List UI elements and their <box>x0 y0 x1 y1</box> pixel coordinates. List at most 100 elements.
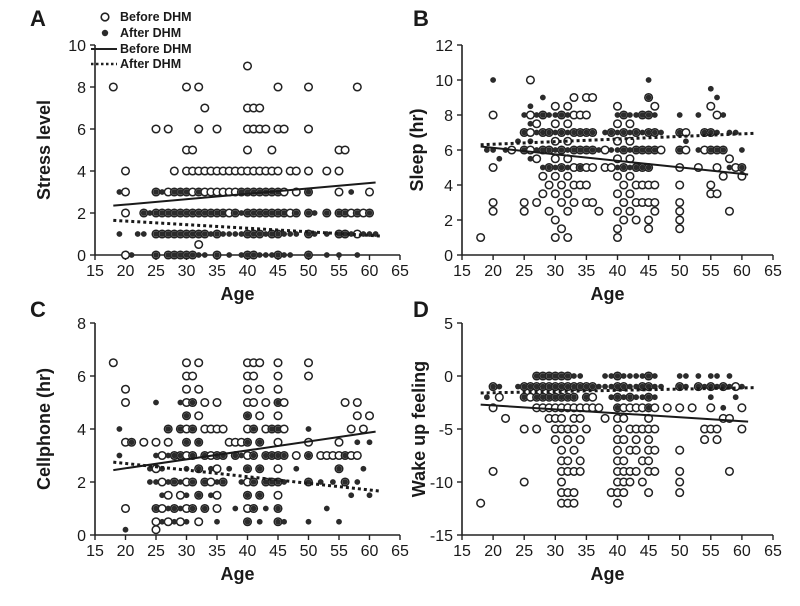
point-before-b <box>563 171 573 181</box>
point-after-c <box>244 412 251 419</box>
point-before-b <box>612 206 623 216</box>
point-before-c <box>181 358 192 368</box>
point-before-c <box>303 371 314 381</box>
point-before-c <box>249 371 259 381</box>
point-before-b <box>681 145 691 155</box>
point-after-a <box>177 252 184 258</box>
point-after-a <box>232 210 239 216</box>
point-after-c <box>348 492 355 499</box>
point-after-d <box>614 404 621 411</box>
point-before-c <box>273 384 283 394</box>
point-after-c <box>244 518 251 525</box>
trend-line-d-after <box>480 386 755 395</box>
point-after-c <box>189 505 196 512</box>
point-after-d <box>608 383 615 390</box>
point-before-b <box>675 224 685 234</box>
point-before-b <box>625 171 635 181</box>
point-after-a <box>201 231 208 237</box>
point-after-c <box>269 452 275 459</box>
point-before-b <box>706 101 716 111</box>
point-after-c <box>177 479 184 485</box>
point-after-d <box>633 383 640 390</box>
point-before-c <box>163 437 173 447</box>
point-after-b <box>490 77 496 83</box>
point-after-b <box>695 147 702 153</box>
point-before-a <box>364 187 375 197</box>
point-after-c <box>256 518 263 525</box>
point-before-a <box>279 124 289 134</box>
point-after-d <box>639 383 646 390</box>
point-before-b <box>550 171 560 181</box>
point-before-d <box>650 403 660 413</box>
point-before-b <box>569 197 579 208</box>
point-after-c <box>201 505 208 512</box>
x-tick-label-d: 40 <box>609 543 627 560</box>
point-after-c <box>342 479 348 485</box>
y-tick-label-a: 2 <box>77 206 86 223</box>
point-after-d <box>558 373 565 379</box>
y-tick-label-b: 2 <box>444 213 453 230</box>
point-after-b <box>546 112 552 118</box>
y-tick-label-c: 6 <box>77 369 86 386</box>
point-before-c <box>194 358 204 368</box>
legend-before-marker-label: Before DHM <box>120 10 192 24</box>
x-tick-label-d: 30 <box>546 543 564 560</box>
point-after-a <box>336 210 342 216</box>
point-before-d <box>519 424 529 434</box>
point-before-b <box>588 162 598 173</box>
point-after-a <box>311 210 318 216</box>
point-after-c <box>366 492 373 499</box>
x-tick-label-a: 55 <box>330 263 348 280</box>
point-before-d <box>662 403 672 413</box>
point-after-d <box>695 373 702 379</box>
point-after-b <box>714 94 720 101</box>
point-after-a <box>336 252 342 258</box>
point-before-d <box>494 392 504 402</box>
point-before-d <box>569 445 579 455</box>
point-before-b <box>650 197 660 208</box>
point-before-c <box>279 397 289 408</box>
point-before-d <box>687 403 697 413</box>
point-after-a <box>177 210 184 216</box>
point-before-b <box>556 197 567 208</box>
y-tick-label-a: 6 <box>77 122 86 139</box>
point-after-a <box>275 231 281 237</box>
point-after-c <box>201 479 208 485</box>
point-after-b <box>546 164 552 171</box>
point-before-c <box>303 358 314 368</box>
point-before-b <box>675 197 685 208</box>
point-after-b <box>627 112 633 118</box>
point-after-c <box>208 465 214 472</box>
point-before-b <box>612 224 623 234</box>
point-before-b <box>581 110 591 120</box>
point-after-b <box>701 129 708 136</box>
point-before-c <box>334 437 344 447</box>
point-before-c <box>352 411 362 421</box>
point-after-d <box>614 383 621 390</box>
point-after-b <box>521 112 528 118</box>
point-before-b <box>650 206 660 216</box>
point-after-a <box>165 210 172 216</box>
point-before-d <box>569 498 579 508</box>
x-tick-label-c: 45 <box>269 543 287 560</box>
point-after-c <box>250 505 257 512</box>
point-after-c <box>275 426 281 432</box>
point-after-d <box>490 383 496 390</box>
point-before-b <box>644 224 654 234</box>
point-after-b <box>527 120 534 127</box>
point-before-c <box>120 384 131 394</box>
point-after-c <box>244 492 251 499</box>
point-after-b <box>639 147 646 153</box>
point-after-c <box>189 399 196 406</box>
point-after-a <box>293 210 300 216</box>
y-axis-title-a: Stress level <box>34 100 54 200</box>
y-axis-title-d: Wake up feeling <box>409 361 429 497</box>
x-tick-label-b: 35 <box>578 263 596 280</box>
point-before-b <box>631 215 641 225</box>
point-after-c <box>116 452 123 459</box>
point-after-a <box>232 231 239 237</box>
point-after-c <box>232 452 239 459</box>
point-after-b <box>539 94 546 101</box>
x-tick-label-a: 35 <box>208 263 226 280</box>
point-after-c <box>262 505 269 512</box>
